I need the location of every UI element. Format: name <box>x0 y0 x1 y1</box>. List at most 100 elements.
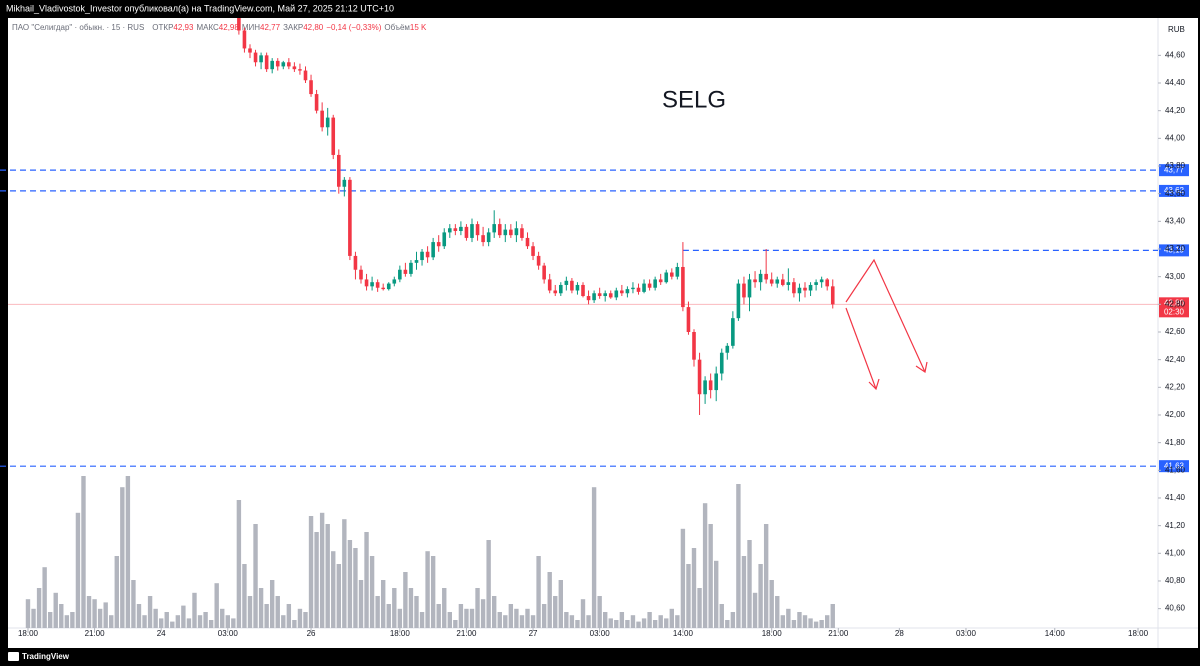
volume-bar <box>569 615 575 628</box>
volume-bar <box>264 604 269 628</box>
volume-bar <box>469 608 475 628</box>
volume-bar <box>208 620 214 628</box>
volume-bar <box>25 599 31 628</box>
candle-body <box>575 284 580 291</box>
candle-body <box>803 287 807 291</box>
candle-body <box>625 289 630 294</box>
volume-bar <box>170 621 175 628</box>
last-price-box <box>1159 297 1189 318</box>
volume-bar <box>186 618 192 628</box>
candle-body <box>514 228 519 236</box>
candle-body <box>797 287 802 294</box>
volume-bar <box>142 615 147 628</box>
candle-body <box>275 60 280 67</box>
volume-bar <box>702 503 708 628</box>
y-tick-label: 43,80 <box>1165 161 1186 170</box>
candle-body <box>570 280 574 291</box>
candle-body <box>608 293 613 298</box>
candle-body <box>459 226 463 232</box>
candle-body <box>808 284 813 291</box>
x-tick-label: 21:00 <box>828 629 849 638</box>
candle-body <box>409 262 413 274</box>
volume-bar <box>652 620 658 628</box>
volume-bar <box>31 608 36 628</box>
y-tick-label: 44,40 <box>1165 78 1186 87</box>
volume-bar <box>225 615 230 628</box>
volume-bar <box>308 516 314 628</box>
volume-bar <box>281 615 286 628</box>
volume-bar <box>752 592 758 628</box>
volume-bar <box>292 620 297 628</box>
candle-body <box>375 282 380 288</box>
volume-bar <box>136 604 142 628</box>
candle-body <box>353 255 358 270</box>
volume-bar <box>331 551 336 628</box>
volume-bar <box>231 618 236 628</box>
y-tick-label: 44,60 <box>1165 50 1186 59</box>
volume-bar <box>369 556 375 628</box>
volume-layer <box>25 476 835 628</box>
volume-bar <box>220 608 225 628</box>
arrow-head <box>915 361 928 373</box>
candle-body <box>558 284 563 294</box>
info-value: 42,80 <box>303 23 324 32</box>
candle-body <box>747 279 752 298</box>
candle-body <box>509 229 513 236</box>
volume-bar <box>158 618 164 628</box>
candle-body <box>325 117 330 128</box>
y-tick-label: 43,20 <box>1165 244 1186 253</box>
level-label: 43,19 <box>1164 245 1185 254</box>
level-label: 43,77 <box>1164 165 1185 174</box>
volume-bar <box>203 612 208 628</box>
volume-bar <box>353 548 358 628</box>
volume-bar <box>286 604 292 628</box>
candle-body <box>237 18 241 31</box>
volume-bar <box>297 608 303 628</box>
volume-bar <box>164 612 169 628</box>
volume-bar <box>775 596 780 628</box>
candle-body <box>386 283 391 290</box>
info-name: Объём <box>384 23 410 32</box>
volume-bar <box>541 604 547 628</box>
volume-bar <box>597 596 602 628</box>
volume-bar <box>408 588 414 628</box>
candle-body <box>653 279 657 288</box>
candle-body <box>503 229 508 236</box>
candle-body <box>470 224 474 238</box>
volume-bar <box>503 615 508 628</box>
candle-body <box>292 66 297 70</box>
volume-bar <box>214 583 219 628</box>
symbol: ПАО "Селигдар" · обыкн. · 15 · RUS <box>12 23 144 32</box>
volume-bar <box>553 596 558 628</box>
volume-bar <box>730 612 736 628</box>
drawn-arrows <box>845 258 928 391</box>
candle-body <box>331 117 336 155</box>
x-tick-label: 28 <box>895 629 904 638</box>
x-tick-label: 18:00 <box>1128 629 1149 638</box>
level-box <box>1159 164 1189 177</box>
volume-bar <box>114 556 119 628</box>
candle-body <box>442 232 447 247</box>
volume-bar <box>97 608 103 628</box>
volume-bar <box>120 487 125 628</box>
symbol-info: ПАО "Селигдар" · обыкн. · 15 · RUS ОТКР 42… <box>12 23 427 32</box>
volume-bar <box>741 556 747 628</box>
candle-body <box>414 260 419 263</box>
volume-bar <box>453 620 458 628</box>
volume-bar <box>275 596 280 628</box>
candle-body <box>303 70 308 81</box>
volume-bar <box>236 500 242 628</box>
volume-bar <box>181 605 186 628</box>
volume-bar <box>342 519 347 628</box>
arrow-line <box>845 258 926 373</box>
info-name: ОТКР <box>152 23 173 32</box>
candle-body <box>764 273 768 280</box>
volume-bar <box>769 580 774 628</box>
candle-body <box>681 266 685 308</box>
volume-bar <box>691 548 697 628</box>
x-tick-label: 21:00 <box>85 629 106 638</box>
volume-bar <box>630 615 636 628</box>
candle-body <box>436 242 441 247</box>
candle-body <box>792 282 796 294</box>
candle-body <box>403 269 408 274</box>
